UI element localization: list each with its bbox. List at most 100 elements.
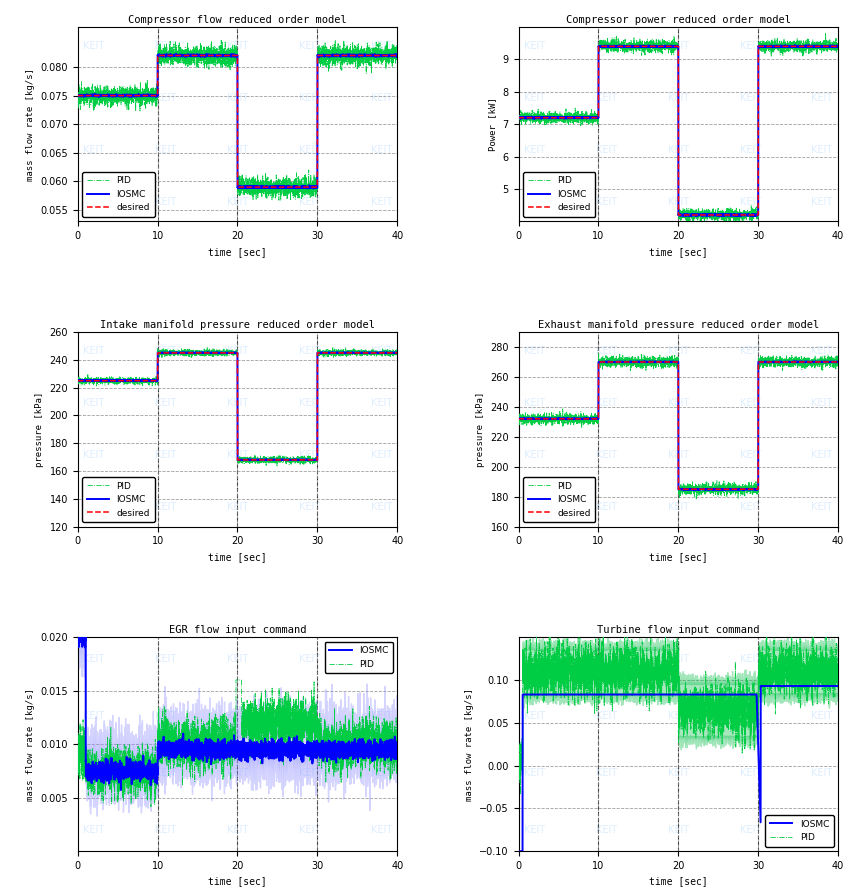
IOSMC (833, 41, 843, 52)
desired (594, 357, 604, 367)
Text: KEIT: KEIT (524, 399, 545, 409)
Text: KEIT: KEIT (299, 145, 320, 155)
desired (232, 182, 243, 193)
Text: KEIT: KEIT (299, 451, 320, 461)
desired (392, 348, 403, 358)
PID (513, 109, 524, 120)
desired (665, 41, 676, 52)
Text: KEIT: KEIT (740, 502, 761, 513)
Line: IOSMC: IOSMC (78, 54, 397, 188)
IOSMC (648, 689, 658, 700)
Line: IOSMC: IOSMC (518, 686, 838, 851)
Text: KEIT: KEIT (740, 197, 761, 207)
Text: KEIT: KEIT (371, 711, 392, 720)
Text: KEIT: KEIT (83, 399, 105, 409)
Line: IOSMC: IOSMC (518, 45, 838, 216)
PID (392, 763, 403, 774)
Legend: PID, IOSMC, desired: PID, IOSMC, desired (523, 477, 595, 522)
PID (821, 28, 831, 39)
IOSMC (755, 681, 766, 692)
IOSMC (648, 357, 658, 367)
PID (651, 650, 661, 661)
X-axis label: time [sec]: time [sec] (208, 876, 267, 886)
Text: KEIT: KEIT (371, 197, 392, 207)
IOSMC (305, 739, 315, 750)
Title: EGR flow input command: EGR flow input command (168, 625, 306, 635)
Text: KEIT: KEIT (596, 399, 617, 409)
PID (392, 347, 403, 358)
PID (225, 50, 235, 61)
PID (746, 686, 756, 697)
PID (648, 357, 658, 367)
Title: Exhaust manifold pressure reduced order model: Exhaust manifold pressure reduced order … (537, 320, 819, 330)
Y-axis label: Power [kW]: Power [kW] (488, 98, 497, 151)
IOSMC (250, 455, 260, 466)
desired (513, 413, 524, 424)
Text: KEIT: KEIT (668, 653, 689, 664)
Text: KEIT: KEIT (299, 711, 320, 720)
Line: PID: PID (518, 353, 838, 499)
Text: KEIT: KEIT (371, 768, 392, 778)
IOSMC (73, 375, 83, 386)
IOSMC (727, 484, 738, 495)
Line: desired: desired (518, 47, 838, 215)
Text: KEIT: KEIT (668, 399, 689, 409)
X-axis label: time [sec]: time [sec] (208, 552, 267, 562)
Text: KEIT: KEIT (155, 653, 176, 664)
Text: KEIT: KEIT (299, 93, 320, 103)
Text: KEIT: KEIT (811, 93, 833, 103)
Text: KEIT: KEIT (83, 768, 105, 778)
PID (202, 341, 213, 352)
Text: KEIT: KEIT (524, 502, 545, 513)
PID (823, 657, 834, 668)
Text: KEIT: KEIT (740, 347, 761, 357)
Text: KEIT: KEIT (740, 451, 761, 461)
desired (648, 357, 658, 367)
X-axis label: time [sec]: time [sec] (649, 552, 708, 562)
Text: KEIT: KEIT (227, 653, 248, 664)
PID (366, 747, 377, 758)
Text: KEIT: KEIT (371, 451, 392, 461)
PID (807, 359, 817, 370)
PID (691, 494, 702, 504)
Text: KEIT: KEIT (83, 502, 105, 513)
X-axis label: time [sec]: time [sec] (649, 246, 708, 257)
PID (305, 187, 315, 198)
desired (648, 41, 658, 52)
PID (366, 55, 377, 65)
PID (383, 53, 393, 64)
Line: PID: PID (518, 632, 838, 795)
PID (594, 348, 604, 358)
Text: KEIT: KEIT (227, 93, 248, 103)
PID (305, 455, 315, 466)
PID (833, 669, 843, 680)
Text: KEIT: KEIT (227, 197, 248, 207)
Line: PID: PID (518, 33, 838, 225)
Text: KEIT: KEIT (811, 399, 833, 409)
Title: Compressor power reduced order model: Compressor power reduced order model (566, 14, 791, 25)
Text: KEIT: KEIT (596, 93, 617, 103)
IOSMC (780, 39, 791, 50)
Line: desired: desired (78, 353, 397, 460)
Text: KEIT: KEIT (668, 825, 689, 835)
Text: KEIT: KEIT (811, 451, 833, 461)
IOSMC (648, 41, 658, 52)
desired (73, 375, 83, 386)
IOSMC (665, 40, 676, 51)
Text: KEIT: KEIT (227, 768, 248, 778)
desired (305, 454, 315, 465)
PID (206, 349, 217, 359)
PID (209, 741, 219, 752)
Text: KEIT: KEIT (227, 347, 248, 357)
Text: KEIT: KEIT (811, 711, 833, 720)
Text: KEIT: KEIT (596, 197, 617, 207)
PID (206, 756, 217, 767)
Legend: PID, IOSMC, desired: PID, IOSMC, desired (82, 172, 155, 217)
Line: IOSMC: IOSMC (78, 352, 397, 461)
desired (383, 50, 393, 61)
desired (152, 348, 162, 358)
Text: KEIT: KEIT (299, 825, 320, 835)
PID (73, 94, 83, 105)
Text: KEIT: KEIT (155, 145, 176, 155)
Text: KEIT: KEIT (155, 41, 176, 51)
